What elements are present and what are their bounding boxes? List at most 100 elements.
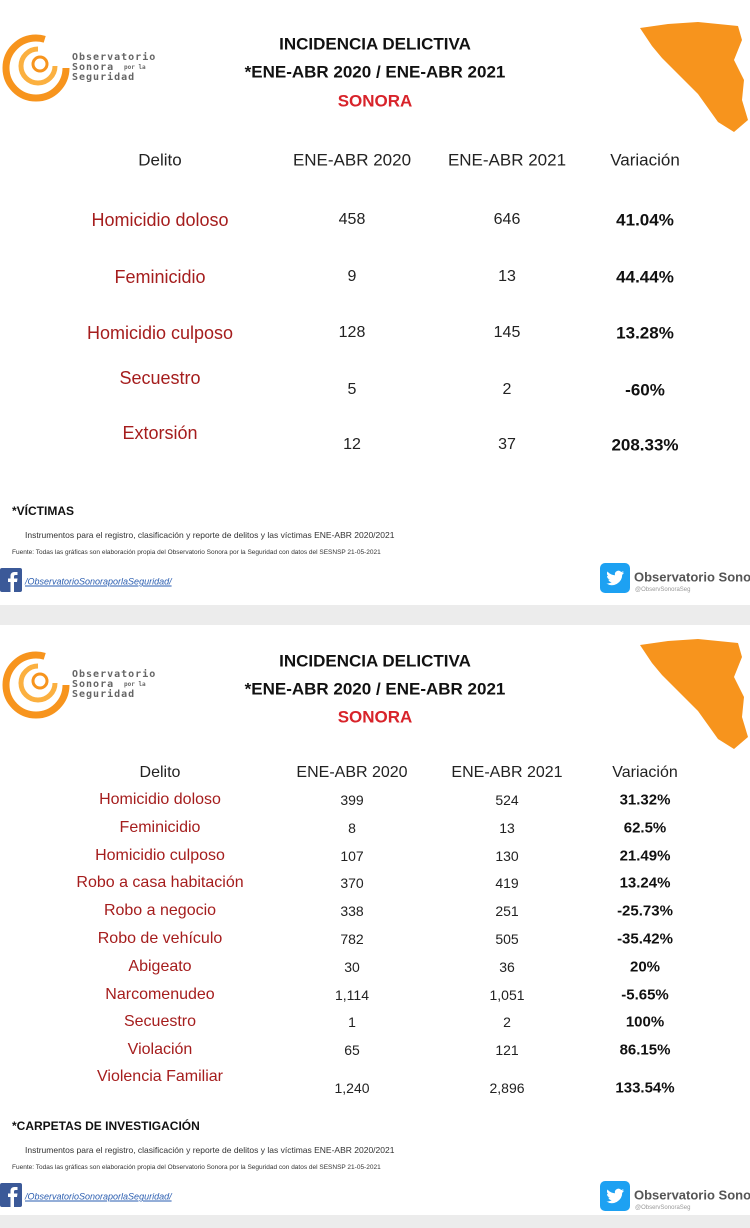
- facebook-link: /ObservatorioSonoraporlaSeguridad/: [25, 1191, 172, 1202]
- facebook-link: /ObservatorioSonoraporlaSeguridad/: [25, 576, 172, 587]
- crime-name: Violación: [127, 1041, 193, 1059]
- table-header: ENE-ABR 2021: [447, 150, 567, 170]
- table-header: ENE-ABR 2020: [296, 764, 408, 781]
- count-2020: 65: [344, 1042, 360, 1059]
- logo-text: Seguridad: [72, 689, 136, 700]
- report-period: *ENE-ABR 2020 / ENE-ABR 2021: [244, 62, 506, 82]
- logo-text: Sonora: [72, 679, 115, 690]
- crime-name: Homicidio culposo: [86, 323, 234, 343]
- variation: 41.04%: [616, 210, 674, 230]
- count-2020: 399: [340, 792, 364, 808]
- report-title: INCIDENCIA DELICTIVA: [279, 651, 471, 671]
- sonora-map: [640, 639, 748, 749]
- count-2020: 782: [340, 931, 364, 947]
- logo-text: Observatorio: [72, 52, 157, 63]
- count-2021: 130: [495, 847, 519, 864]
- count-2021: 2,896: [489, 1080, 525, 1096]
- count-2020: 8: [348, 819, 356, 836]
- twitter-icon: [600, 563, 630, 593]
- variation: 62.5%: [623, 819, 667, 837]
- count-2021: 2: [503, 1014, 511, 1031]
- count-2021: 524: [495, 792, 519, 808]
- logo-text: por la: [124, 64, 146, 71]
- crime-name: Narcomenudeo: [105, 985, 215, 1003]
- crime-name: Extorsión: [122, 423, 198, 443]
- logo-text: Seguridad: [72, 72, 136, 83]
- count-2020: 9: [347, 268, 357, 285]
- twitter-icon: [600, 1181, 630, 1211]
- crime-name: Robo a negocio: [103, 902, 217, 920]
- facebook-icon: [0, 568, 22, 592]
- count-2021: 121: [495, 1042, 519, 1059]
- logo-icon: [2, 34, 70, 102]
- instruments-note: Instrumentos para el registro, clasifica…: [25, 1144, 395, 1155]
- count-2021: 2: [502, 381, 512, 398]
- variation: -5.65%: [621, 986, 669, 1004]
- variation: 21.49%: [619, 847, 671, 865]
- note: *CARPETAS DE INVESTIGACIÓN: [12, 1119, 200, 1133]
- crime-name: Violencia Familiar: [97, 1068, 223, 1085]
- report-period: *ENE-ABR 2020 / ENE-ABR 2021: [244, 679, 506, 699]
- count-2020: 5: [347, 381, 357, 398]
- logo-icon: [2, 651, 70, 719]
- count-2020: 338: [340, 903, 364, 920]
- table-header: ENE-ABR 2020: [292, 150, 412, 170]
- variation: 20%: [629, 958, 661, 976]
- count-2021: 251: [495, 903, 519, 920]
- variation: 100%: [625, 1013, 665, 1031]
- table-header: Variación: [612, 764, 678, 781]
- count-2021: 145: [493, 324, 521, 341]
- crime-name: Secuestro: [119, 368, 201, 388]
- count-2020: 1,114: [335, 986, 369, 1003]
- instruments-note: Instrumentos para el registro, clasifica…: [25, 529, 395, 540]
- count-2020: 458: [338, 211, 366, 228]
- crime-name: Homicidio doloso: [91, 210, 229, 230]
- sonora-map: [640, 22, 748, 132]
- count-2021: 419: [495, 875, 519, 892]
- count-2020: 370: [340, 875, 364, 892]
- crime-name: Homicidio culposo: [95, 846, 225, 864]
- variation: 31.32%: [619, 791, 671, 809]
- report-region: SONORA: [337, 91, 413, 111]
- count-2020: 107: [340, 847, 364, 864]
- crime-name: Feminicidio: [119, 818, 201, 836]
- twitter-handle: @ObservSonoraSeg: [635, 1205, 691, 1211]
- twitter-handle: @ObservSonoraSeg: [635, 587, 691, 593]
- table-header: ENE-ABR 2021: [451, 764, 563, 781]
- variation: 208.33%: [611, 435, 679, 455]
- crime-name: Robo a casa habitación: [76, 874, 244, 892]
- count-2020: 1: [348, 1014, 356, 1031]
- report-region: SONORA: [337, 707, 413, 727]
- crime-name: Secuestro: [123, 1013, 197, 1031]
- count-2021: 505: [495, 931, 519, 947]
- count-2020: 12: [343, 436, 361, 453]
- variation: 133.54%: [615, 1079, 675, 1097]
- variation: 13.24%: [619, 874, 671, 892]
- logo-text: Sonora: [72, 62, 115, 73]
- crime-name: Feminicidio: [114, 267, 206, 287]
- crime-name: Homicidio doloso: [99, 791, 221, 808]
- source-note: Fuente: Todas las gráficas son elaboraci…: [12, 1163, 381, 1171]
- source-note: Fuente: Todas las gráficas son elaboraci…: [12, 548, 381, 556]
- twitter-name: Observatorio Sonora: [634, 1187, 750, 1203]
- table-header: Delito: [139, 764, 181, 781]
- count-2020: 1,240: [334, 1080, 370, 1096]
- count-2021: 13: [499, 819, 515, 836]
- crime-name: Robo de vehículo: [97, 930, 223, 947]
- logo-text: Observatorio: [72, 669, 157, 680]
- variation: 44.44%: [616, 267, 674, 287]
- count-2020: 30: [344, 958, 360, 975]
- count-2021: 1,051: [489, 986, 525, 1003]
- report-title: INCIDENCIA DELICTIVA: [279, 34, 471, 54]
- count-2021: 13: [498, 268, 516, 285]
- table-header: Variación: [610, 150, 680, 170]
- count-2021: 646: [493, 211, 521, 228]
- variation: -25.73%: [617, 902, 673, 920]
- table-header: Delito: [138, 150, 182, 170]
- note: *VÍCTIMAS: [12, 504, 75, 518]
- slide: Observatorio Sonora por la Seguridad INCIDEN…: [0, 0, 750, 605]
- variation: 86.15%: [619, 1041, 671, 1059]
- variation: -60%: [625, 380, 665, 400]
- logo-text: por la: [124, 681, 146, 688]
